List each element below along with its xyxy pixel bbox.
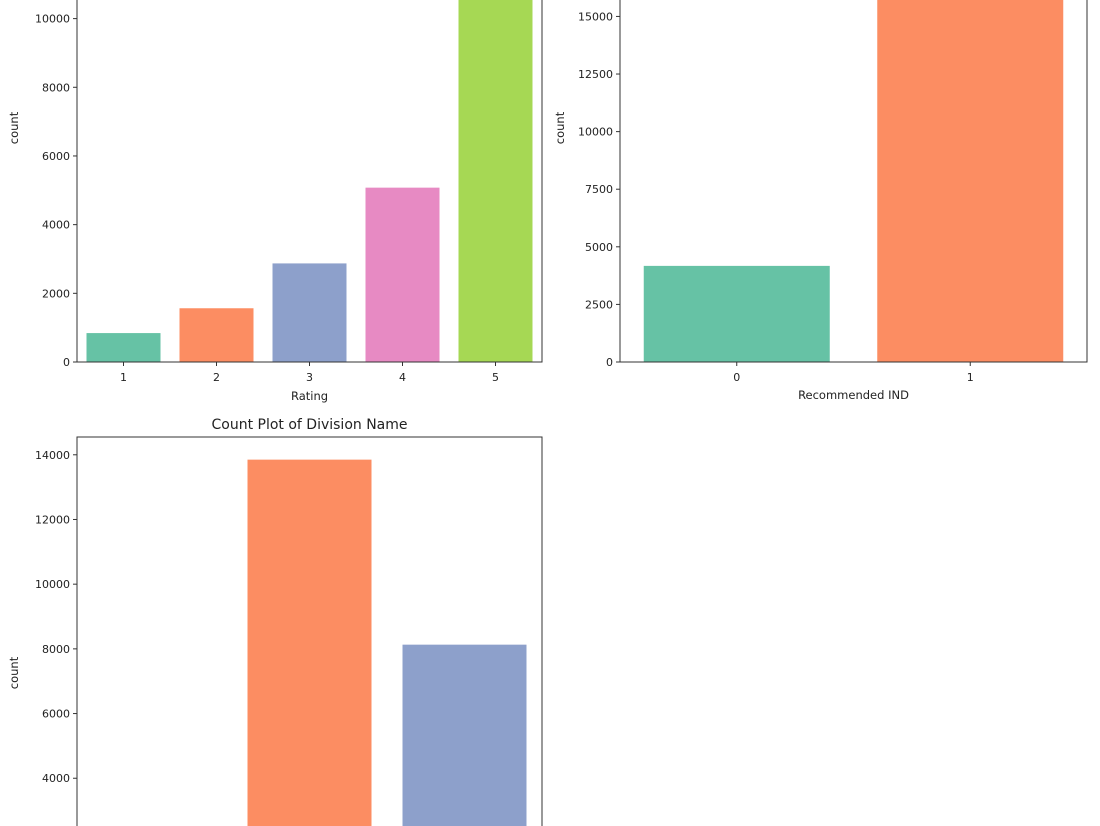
y-tick-label: 8000 [42, 81, 70, 94]
y-tick-label: 4000 [42, 772, 70, 785]
chart-title: Count Plot of Division Name [211, 417, 407, 433]
bar [643, 265, 830, 362]
y-tick-label: 10000 [35, 578, 70, 591]
bar [877, 0, 1064, 362]
y-tick-label: 14000 [35, 449, 70, 462]
bar [402, 644, 527, 826]
x-tick-label: 5 [492, 371, 499, 384]
y-tick-label: 6000 [42, 708, 70, 721]
bar [458, 0, 533, 362]
x-axis-label: Rating [291, 389, 328, 403]
axes-frame [76, 436, 543, 826]
y-tick-label: 10000 [578, 126, 613, 139]
y-tick-label: 5000 [585, 241, 613, 254]
bars-3 [247, 459, 527, 826]
bar [365, 187, 440, 362]
y-axis-label: count [7, 656, 21, 689]
y-tick-label: 2500 [585, 298, 613, 311]
bars-1 [86, 0, 533, 362]
chart-panel-3 [73, 436, 543, 826]
y-tick-label: 12000 [35, 513, 70, 526]
y-tick-label: 2000 [42, 287, 70, 300]
x-tick-label: 1 [120, 371, 127, 384]
y-tick-label: 6000 [42, 150, 70, 163]
bar [86, 333, 161, 362]
x-tick-label: 2 [213, 371, 220, 384]
chart-panel-2 [616, 0, 1088, 366]
y-tick-label: 10000 [35, 13, 70, 26]
bar [272, 263, 347, 362]
x-axis-label: Recommended IND [798, 388, 909, 402]
y-tick-label: 4000 [42, 219, 70, 232]
y-tick-label: 8000 [42, 643, 70, 656]
bar [179, 308, 254, 362]
chart-panel-1 [73, 0, 543, 366]
x-tick-label: 4 [399, 371, 406, 384]
bar [247, 459, 372, 826]
y-tick-label: 15000 [578, 10, 613, 23]
y-axis-label: count [7, 111, 21, 144]
x-tick-label: 1 [967, 371, 974, 384]
y-tick-label: 12500 [578, 68, 613, 81]
y-axis-label: count [553, 111, 567, 144]
bars-2 [643, 0, 1064, 362]
y-tick-label: 7500 [585, 183, 613, 196]
y-tick-label: 0 [63, 356, 70, 369]
axes-frame [619, 0, 1088, 363]
x-tick-label: 3 [306, 371, 313, 384]
y-tick-label: 0 [606, 356, 613, 369]
x-tick-label: 0 [733, 371, 740, 384]
